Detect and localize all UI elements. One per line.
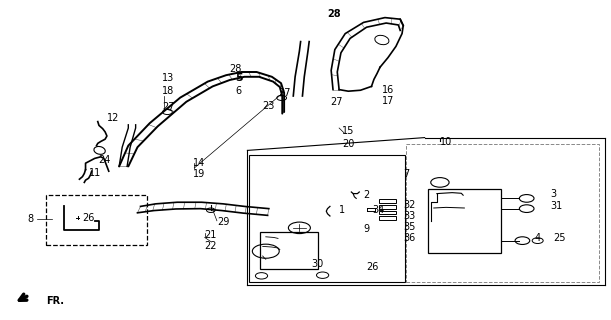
Text: 2: 2 — [364, 190, 370, 200]
Text: 10: 10 — [440, 137, 452, 148]
Text: 21: 21 — [205, 230, 217, 240]
Text: 27: 27 — [162, 102, 174, 112]
Text: 1: 1 — [339, 204, 345, 215]
Text: 20: 20 — [342, 139, 354, 149]
Bar — [428, 189, 501, 253]
Text: 11: 11 — [89, 168, 101, 178]
Bar — [379, 205, 396, 209]
Text: 18: 18 — [162, 86, 174, 96]
Text: 32: 32 — [403, 200, 415, 210]
Text: FR.: FR. — [46, 296, 64, 306]
Text: 30: 30 — [312, 259, 324, 269]
Text: 28: 28 — [229, 64, 241, 74]
Text: 29: 29 — [217, 217, 229, 228]
Text: 22: 22 — [205, 241, 217, 252]
Bar — [46, 195, 147, 245]
Bar — [379, 199, 396, 203]
Text: 33: 33 — [403, 211, 415, 221]
Text: 6: 6 — [235, 86, 241, 96]
Text: 5: 5 — [235, 73, 243, 84]
Bar — [406, 144, 599, 282]
Bar — [379, 211, 396, 214]
Text: 28: 28 — [327, 9, 340, 20]
Text: 25: 25 — [553, 233, 565, 244]
Text: 12: 12 — [107, 113, 119, 124]
Text: 17: 17 — [382, 96, 394, 106]
Text: 3: 3 — [550, 188, 556, 199]
Text: 35: 35 — [403, 222, 415, 232]
Text: 9: 9 — [364, 224, 370, 234]
Text: 24: 24 — [98, 155, 110, 165]
Text: 15: 15 — [342, 126, 354, 136]
Text: 34: 34 — [373, 204, 385, 215]
Text: 26: 26 — [82, 212, 95, 223]
Text: 26: 26 — [367, 262, 379, 272]
Text: 31: 31 — [550, 201, 562, 212]
Text: 16: 16 — [382, 84, 394, 95]
Bar — [260, 232, 318, 269]
Text: 8: 8 — [27, 214, 34, 224]
Text: 4: 4 — [535, 233, 541, 244]
Text: 19: 19 — [192, 169, 205, 180]
Text: 27: 27 — [278, 88, 290, 98]
Bar — [249, 155, 405, 282]
Text: 23: 23 — [263, 100, 275, 111]
Text: 36: 36 — [403, 233, 415, 244]
Text: 13: 13 — [162, 73, 174, 84]
Text: 14: 14 — [192, 158, 205, 168]
Bar — [379, 216, 396, 220]
Text: 7: 7 — [403, 169, 409, 180]
Text: 27: 27 — [330, 97, 342, 108]
